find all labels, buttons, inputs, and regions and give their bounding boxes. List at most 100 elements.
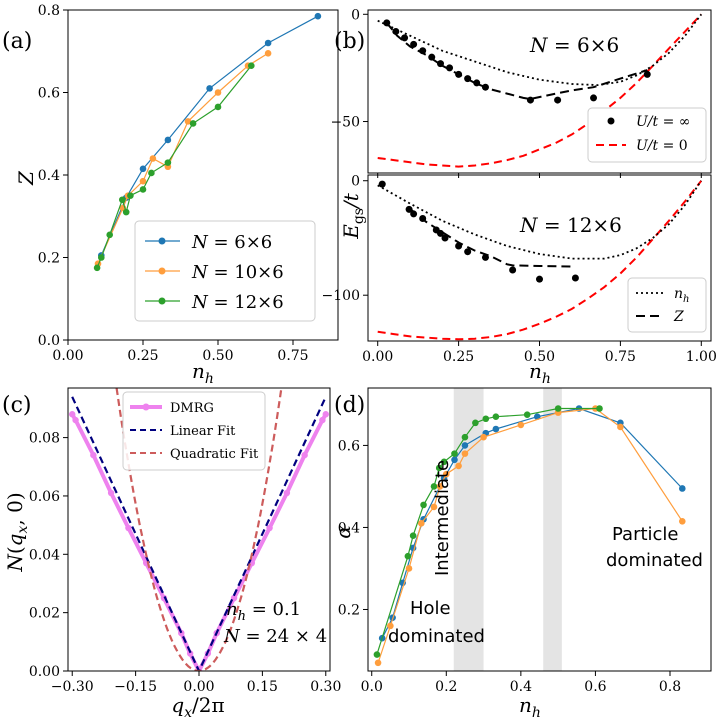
- series-12x6-point: [248, 62, 255, 69]
- legend-entry: Quadratic Fit: [170, 447, 259, 462]
- linear-fit-line: [71, 396, 327, 671]
- panel-d: 0.0 0.2 0.4 0.6 0.8 0.2 0.4 0.6 (d) α nh Hole d…: [331, 387, 712, 720]
- alpha-series-12x6-point: [554, 405, 562, 412]
- region-label-particle-1: Particle: [612, 524, 679, 545]
- legend-entry: Z: [673, 309, 684, 325]
- panel-a-axes: 0.00 0.25 0.50 0.75 0.0 0.2 0.4 0.6 0.8: [38, 3, 309, 364]
- panel-b-bottom-legend: nh Z: [627, 277, 707, 333]
- top-dmrg-point: [428, 53, 436, 61]
- alpha-series-10x6-point: [405, 565, 413, 572]
- bottom-nh-curve: [377, 180, 703, 260]
- top-dmrg-point: [401, 34, 409, 42]
- alpha-series-12x6-point: [440, 458, 448, 466]
- dmrg-point: [266, 524, 273, 532]
- bottom-dmrg-point: [441, 234, 449, 242]
- series-10x6-point: [149, 155, 157, 162]
- bottom-dmrg-point: [378, 180, 386, 188]
- y-tick-label: 0.06: [29, 489, 60, 505]
- alpha-series-12x6-point: [373, 651, 381, 658]
- y-tick-label: 0.04: [29, 547, 60, 563]
- legend-entry: U/t = ∞: [636, 114, 690, 130]
- y-tick-label: 0: [351, 7, 360, 23]
- alpha-series-6x6-line: [381, 407, 683, 639]
- series-12x6-point: [122, 208, 130, 216]
- alpha-series-6x6-point: [451, 456, 458, 464]
- legend-box: [122, 391, 266, 471]
- quadratic-fit-line: [115, 388, 283, 671]
- panel-b-bottom-plot-area: [377, 180, 703, 341]
- alpha-series-12x6-point: [461, 433, 469, 441]
- top-dmrg-point: [383, 19, 391, 27]
- panel-d-frame: [367, 387, 712, 672]
- dmrg-point: [186, 650, 194, 657]
- panel-d-axes: 0.0 0.2 0.4 0.6 0.8 0.2 0.4 0.6: [338, 438, 681, 695]
- dmrg-point: [107, 489, 115, 497]
- legend-swatch-marker: [142, 403, 150, 411]
- top-dmrg-point: [473, 79, 481, 87]
- panel-d-plot-area: [373, 388, 686, 671]
- series-6x6-point: [206, 85, 213, 92]
- series-10x6-point: [264, 50, 272, 57]
- top-dmrg-point: [436, 60, 444, 68]
- region-label-particle-2: dominated: [606, 550, 703, 571]
- panel-label-c: (c): [2, 393, 32, 418]
- y-tick-label: 0.00: [29, 664, 60, 680]
- legend-entry: Linear Fit: [170, 424, 236, 439]
- legend-entry: nh: [674, 286, 689, 305]
- legend-swatch-marker: [607, 117, 615, 125]
- alpha-series-12x6-point: [409, 532, 417, 539]
- y-tick-label: −50: [330, 115, 360, 131]
- panel-b-axes: 0.00 0.25 0.50 0.75 1.00 0 −50 0 −100: [322, 7, 717, 365]
- legend-box: [587, 107, 707, 163]
- region-label-intermediate: Intermediate: [432, 460, 453, 576]
- panel-a: 0.00 0.25 0.50 0.750.00.20.40.60.8 N = 6×6N…: [2, 3, 339, 387]
- y-tick-label: 0.4: [38, 168, 60, 184]
- panel-b-top-legend: U/t = ∞ U/t = 0: [587, 107, 707, 163]
- alpha-series-10x6-point: [387, 622, 394, 630]
- alpha-series-10x6-point: [442, 470, 450, 478]
- panel-b-bottom-annotation: N = 12×6: [519, 213, 622, 237]
- dmrg-point: [301, 451, 308, 459]
- x-tick-label: −0.30: [51, 679, 94, 695]
- panel-c-annotation-size: N = 24 × 4: [223, 626, 327, 647]
- y-tick-label: 0.2: [38, 251, 60, 267]
- alpha-series-12x6-point: [482, 415, 490, 423]
- series-12x6-point: [139, 186, 147, 193]
- x-tick-label: 0.00: [362, 349, 393, 365]
- legend-entry: DMRG: [170, 401, 214, 416]
- legend-entry: N = 10×6: [191, 262, 284, 283]
- x-tick-label: 0.2: [435, 679, 457, 695]
- top-dmrg-point: [392, 27, 400, 35]
- legend-box: [134, 220, 316, 322]
- legend-entry: N = 6×6: [191, 232, 272, 253]
- panel-b-top-plot-area: [377, 13, 703, 168]
- alpha-series-10x6-point: [517, 421, 525, 429]
- panel-c-legend: DMRG Linear Fit Quadratic Fit: [122, 391, 266, 471]
- y-tick-label: 0.8: [38, 3, 60, 19]
- panel-b: 0.00 0.25 0.50 0.75 1.000−500−100 U/t = ∞U/t…: [322, 7, 717, 387]
- shaded-region: [543, 388, 562, 671]
- region-label-hole-1: Hole: [410, 598, 451, 619]
- panel-c-plot-area: [69, 388, 329, 671]
- series-12x6-point: [98, 254, 105, 261]
- dmrg-point: [283, 489, 291, 497]
- x-tick-label: 0.00: [52, 348, 83, 364]
- y-tick-label: 0.08: [29, 431, 60, 447]
- bottom-dmrg-point: [410, 210, 418, 218]
- series-6x6-point: [139, 165, 147, 173]
- top-dmrg-point: [410, 40, 418, 48]
- alpha-series-12x6-point: [430, 483, 438, 490]
- legend-swatch-marker: [158, 297, 166, 305]
- bottom-dmrg-point: [436, 229, 444, 237]
- bottom-dmrg-point: [509, 266, 517, 274]
- x-tick-label: 0.50: [524, 349, 555, 365]
- top-dmrg-point: [643, 70, 651, 78]
- alpha-series-10x6-point: [480, 433, 487, 441]
- alpha-series-12x6-point: [523, 411, 531, 418]
- series-12x6-point: [119, 196, 126, 204]
- x-tick-label: 0.30: [310, 679, 341, 695]
- series-12x6-point: [93, 264, 101, 272]
- top-dmrg-point: [446, 64, 454, 72]
- alpha-series-10x6-point: [418, 520, 425, 527]
- series-6x6-point: [264, 39, 272, 47]
